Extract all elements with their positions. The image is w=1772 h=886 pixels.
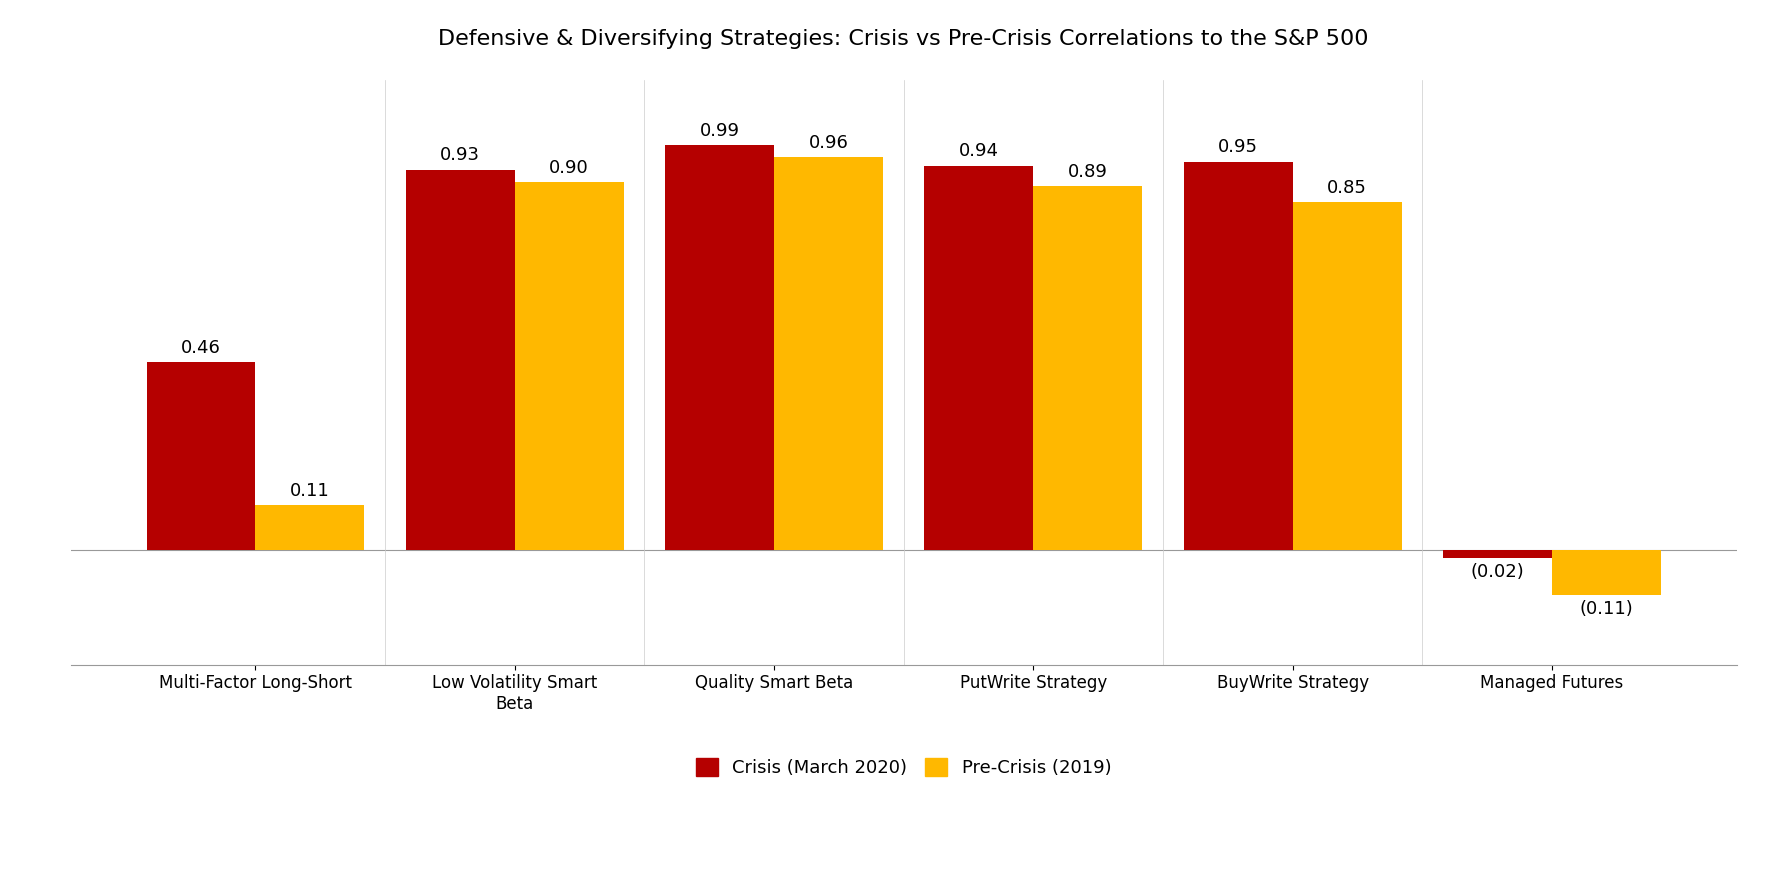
Text: 0.89: 0.89 xyxy=(1069,163,1108,181)
Text: 0.96: 0.96 xyxy=(808,134,849,152)
Text: (0.11): (0.11) xyxy=(1579,601,1634,618)
Text: 0.93: 0.93 xyxy=(439,146,480,165)
Bar xyxy=(664,145,774,550)
Bar xyxy=(1033,186,1143,550)
Text: 0.94: 0.94 xyxy=(959,143,999,160)
Text: 0.95: 0.95 xyxy=(1217,138,1258,156)
Text: 0.90: 0.90 xyxy=(549,159,588,176)
Bar xyxy=(1292,202,1402,550)
Text: (0.02): (0.02) xyxy=(1471,563,1524,581)
Bar xyxy=(1184,161,1292,550)
Text: 0.99: 0.99 xyxy=(700,122,739,140)
Text: 0.11: 0.11 xyxy=(291,482,330,500)
Bar xyxy=(1442,550,1552,558)
Bar xyxy=(516,182,624,550)
Text: 0.46: 0.46 xyxy=(181,338,222,356)
Bar xyxy=(774,158,882,550)
Bar xyxy=(147,361,255,550)
Bar xyxy=(1552,550,1660,595)
Bar xyxy=(255,505,365,550)
Bar xyxy=(406,170,516,550)
Legend: Crisis (March 2020), Pre-Crisis (2019): Crisis (March 2020), Pre-Crisis (2019) xyxy=(689,750,1118,784)
Title: Defensive & Diversifying Strategies: Crisis vs Pre-Crisis Correlations to the S&: Defensive & Diversifying Strategies: Cri… xyxy=(438,29,1370,49)
Bar xyxy=(925,166,1033,550)
Text: 0.85: 0.85 xyxy=(1327,179,1366,197)
